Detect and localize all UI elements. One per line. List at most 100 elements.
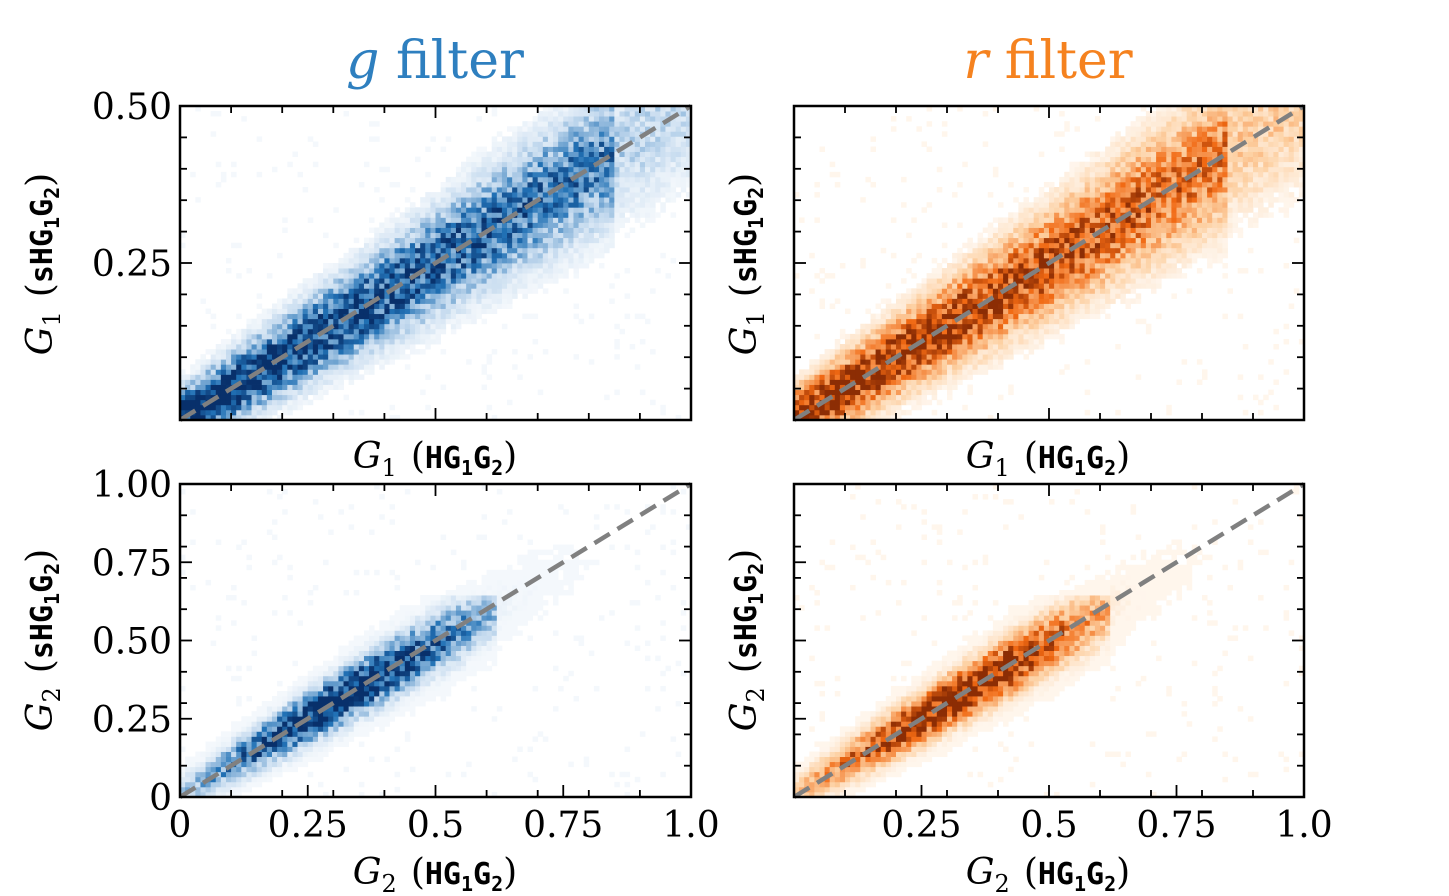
heatmap-cell	[1089, 237, 1096, 244]
heatmap-cell	[1008, 268, 1014, 274]
heatmap-cell	[553, 212, 559, 218]
heatmap-cell	[353, 273, 360, 279]
heatmap-cell	[1140, 222, 1147, 228]
heatmap-cell	[814, 369, 820, 375]
heatmap-cell	[1161, 222, 1167, 228]
heatmap-cell	[957, 278, 963, 284]
heatmap-cell	[982, 247, 989, 254]
heatmap-cell	[941, 364, 948, 370]
heatmap-cell	[967, 384, 973, 391]
heatmap-cell	[256, 364, 263, 370]
heatmap-cell	[936, 273, 943, 279]
heatmap-cell	[1100, 232, 1106, 239]
heatmap-cell	[496, 146, 503, 152]
heatmap-cell	[1023, 202, 1029, 208]
heatmap-cell	[941, 328, 948, 335]
heatmap-cell	[901, 323, 907, 330]
heatmap-cell	[834, 354, 841, 360]
heatmap-cell	[845, 409, 851, 416]
heatmap-cell	[440, 308, 447, 315]
heatmap-cell	[501, 252, 508, 259]
heatmap-cell	[1161, 121, 1167, 127]
heatmap-cell	[906, 308, 912, 315]
heatmap-cell	[1064, 313, 1070, 320]
heatmap-cell	[599, 141, 605, 147]
heatmap-cell	[369, 263, 375, 269]
heatmap-cell	[266, 273, 273, 279]
heatmap-cell	[588, 217, 595, 223]
heatmap-cell	[629, 111, 636, 117]
heatmap-cell	[547, 232, 554, 239]
heatmap-cell	[885, 399, 892, 406]
heatmap-cell	[829, 374, 836, 380]
heatmap-cell	[1018, 202, 1024, 208]
heatmap-cell	[455, 257, 462, 264]
heatmap-cell	[685, 161, 692, 168]
heatmap-cell	[809, 364, 815, 370]
heatmap-cell	[906, 384, 912, 391]
heatmap-cell	[1145, 161, 1152, 168]
heatmap-cell	[639, 146, 646, 152]
heatmap-cell	[547, 106, 554, 112]
heatmap-cell	[1145, 146, 1152, 152]
heatmap-cell	[850, 389, 856, 396]
heatmap-cell	[568, 121, 574, 127]
heatmap-cell	[517, 257, 523, 264]
heatmap-cell	[363, 308, 370, 315]
heatmap-cell	[394, 349, 401, 355]
heatmap-cell	[1115, 257, 1121, 264]
heatmap-cell	[609, 217, 615, 223]
heatmap-cell	[599, 181, 605, 188]
heatmap-cell	[343, 344, 350, 350]
heatmap-cell	[450, 257, 457, 264]
heatmap-cell	[855, 389, 861, 396]
heatmap-cell	[317, 318, 324, 325]
heatmap-cell	[501, 268, 508, 274]
heatmap-cell	[911, 298, 917, 304]
heatmap-cell	[650, 171, 656, 178]
heatmap-cell	[277, 379, 283, 385]
heatmap-cell	[916, 252, 922, 259]
heatmap-cell	[369, 359, 375, 365]
heatmap-cell	[650, 121, 656, 127]
heatmap-cell	[1038, 247, 1045, 254]
heatmap-cell	[1013, 333, 1019, 340]
heatmap-cell	[911, 217, 917, 223]
heatmap-cell	[1125, 141, 1131, 147]
heatmap-cell	[875, 404, 882, 411]
heatmap-cell	[921, 384, 927, 391]
heatmap-cell	[241, 384, 247, 391]
heatmap-cell	[573, 161, 579, 168]
heatmap-cell	[972, 273, 978, 279]
heatmap-cell	[195, 384, 201, 391]
heatmap-cell	[532, 131, 539, 137]
heatmap-cell	[1156, 232, 1162, 239]
heatmap-cell	[1145, 156, 1152, 163]
heatmap-cell	[880, 298, 887, 304]
heatmap-cell	[440, 227, 447, 234]
heatmap-cell	[1054, 237, 1060, 244]
heatmap-cell	[420, 333, 426, 340]
heatmap-cell	[1100, 166, 1106, 173]
heatmap-cell	[409, 303, 416, 309]
heatmap-cell	[967, 263, 973, 269]
heatmap-cell	[614, 176, 620, 183]
heatmap-cell	[1161, 247, 1167, 254]
heatmap-cell	[1038, 298, 1045, 304]
heatmap-cell	[1151, 227, 1157, 234]
heatmap-cell	[348, 252, 355, 259]
heatmap-cell	[609, 181, 615, 188]
heatmap-cell	[430, 232, 436, 239]
heatmap-cell	[379, 328, 385, 335]
heatmap-cell	[665, 197, 671, 203]
heatmap-cell	[512, 273, 518, 279]
heatmap-cell	[1125, 273, 1131, 279]
heatmap-cell	[1140, 131, 1147, 137]
heatmap-cell	[287, 409, 293, 416]
heatmap-cell	[1028, 349, 1035, 355]
heatmap-cell	[445, 232, 452, 239]
heatmap-cell	[512, 268, 518, 274]
heatmap-cell	[824, 399, 831, 406]
heatmap-cell	[1038, 338, 1045, 345]
heatmap-cell	[952, 323, 958, 330]
